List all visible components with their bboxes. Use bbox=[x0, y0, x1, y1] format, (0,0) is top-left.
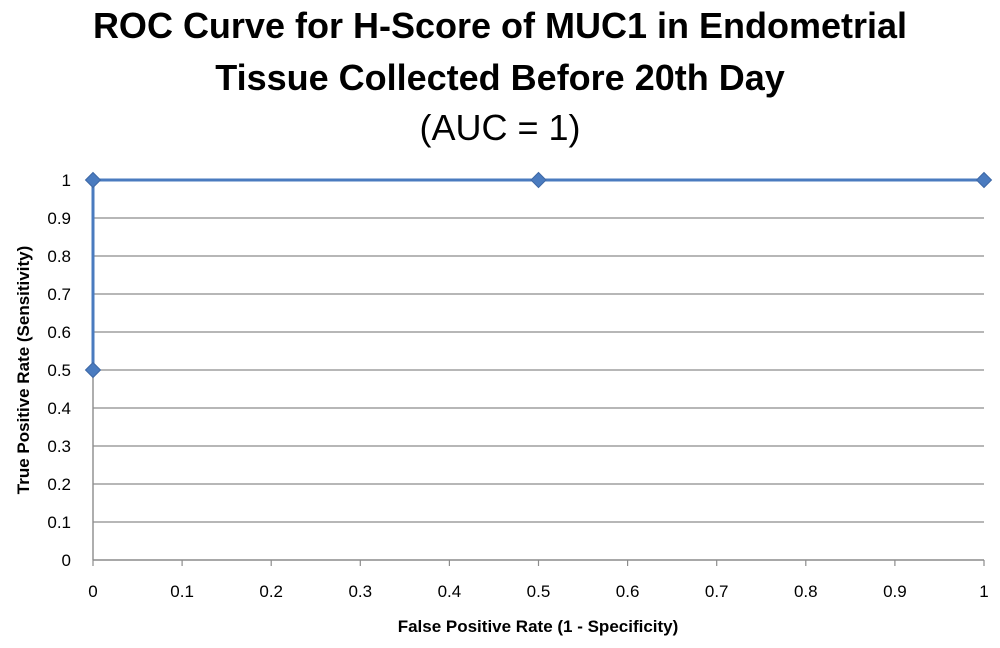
x-tick-label: 1 bbox=[979, 582, 988, 601]
chart-title-line2: Tissue Collected Before 20th Day bbox=[215, 57, 785, 98]
x-axis-label: False Positive Rate (1 - Specificity) bbox=[398, 617, 679, 636]
y-tick-labels: 0 0.1 0.2 0.3 0.4 0.5 0.6 0.7 0.8 0.9 1 bbox=[47, 171, 71, 570]
data-point-marker bbox=[530, 171, 547, 189]
y-tick-label: 0.2 bbox=[47, 475, 71, 494]
y-tick-label: 0.9 bbox=[47, 209, 71, 228]
x-tick-label: 0.7 bbox=[705, 582, 729, 601]
y-tick-label: 0.8 bbox=[47, 247, 71, 266]
x-tick-label: 0.3 bbox=[348, 582, 372, 601]
x-tick-label: 0.5 bbox=[527, 582, 551, 601]
x-tick-label: 0.6 bbox=[616, 582, 640, 601]
chart-subtitle: (AUC = 1) bbox=[419, 107, 581, 148]
y-tick-label: 0.4 bbox=[47, 399, 71, 418]
x-tick-label: 0 bbox=[88, 582, 97, 601]
y-tick-label: 0.1 bbox=[47, 513, 71, 532]
y-axis-label: True Positive Rate (Sensitivity) bbox=[14, 246, 33, 494]
y-tick-label: 0.5 bbox=[47, 361, 71, 380]
x-tick-label: 0.4 bbox=[438, 582, 462, 601]
x-tick-label: 0.2 bbox=[259, 582, 283, 601]
x-tick-label: 0.8 bbox=[794, 582, 818, 601]
x-tick-label: 0.9 bbox=[883, 582, 907, 601]
x-tick-label: 0.1 bbox=[170, 582, 194, 601]
y-tick-label: 0.7 bbox=[47, 285, 71, 304]
y-tick-label: 0.3 bbox=[47, 437, 71, 456]
data-point-marker bbox=[84, 171, 102, 189]
chart-title: ROC Curve for H-Score of MUC1 in Endomet… bbox=[92, 5, 908, 46]
data-point-marker bbox=[975, 171, 993, 189]
y-tick-label: 0.6 bbox=[47, 323, 71, 342]
series-group bbox=[84, 171, 993, 379]
axes bbox=[92, 180, 985, 566]
y-tick-label: 1 bbox=[62, 171, 71, 190]
x-tick-labels: 0 0.1 0.2 0.3 0.4 0.5 0.6 0.7 0.8 0.9 1 bbox=[88, 582, 988, 601]
y-tick-label: 0 bbox=[62, 551, 71, 570]
data-point-marker bbox=[84, 361, 102, 379]
gridlines bbox=[93, 179, 984, 523]
roc-curve-line bbox=[91, 178, 984, 370]
